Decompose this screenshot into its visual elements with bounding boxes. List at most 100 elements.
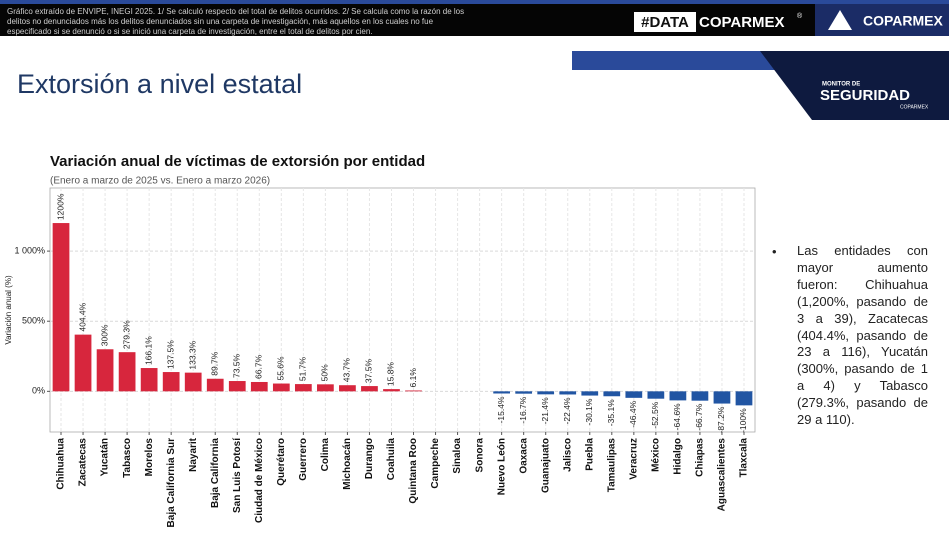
logo-right: COPARMEX: [863, 13, 944, 29]
bar: [96, 349, 114, 392]
badge-line1: MONITOR DE: [822, 82, 860, 88]
x-tick-label: Querétaro: [276, 438, 287, 486]
header-stripe: [0, 0, 949, 4]
value-label: 43.7%: [342, 358, 352, 383]
x-tick-label: Yucatán: [100, 438, 111, 476]
x-tick-label: Colima: [320, 438, 331, 472]
chart-subtitle: (Enero a marzo de 2025 vs. Enero a marzo…: [50, 176, 270, 187]
bar: [361, 386, 378, 392]
header-mask: [0, 36, 949, 50]
value-label: -52.5%: [650, 401, 660, 428]
bar: [52, 223, 70, 392]
value-label: -15.4%: [496, 396, 506, 423]
x-tick-label: Puebla: [584, 438, 595, 471]
value-label: -100%: [738, 408, 748, 433]
x-tick-label: Oaxaca: [518, 438, 529, 474]
value-label: -87.2%: [716, 406, 726, 433]
bar: [603, 391, 621, 397]
bar: [405, 390, 422, 392]
x-tick-label: Nayarit: [188, 437, 199, 472]
bar: [537, 391, 555, 395]
x-tick-label: México: [651, 438, 662, 472]
bar: [735, 391, 753, 406]
x-tick-label: Tamaulipas: [606, 438, 617, 493]
x-tick-label: Nuevo León: [496, 438, 507, 495]
value-label: -21.4%: [540, 397, 550, 424]
value-label: 50%: [320, 364, 330, 381]
x-tick-label: Zacatecas: [78, 438, 89, 487]
x-tick-label: Guanajuato: [540, 438, 551, 493]
value-label: -30.1%: [584, 398, 594, 425]
x-tick-label: Guerrero: [298, 438, 309, 481]
x-tick-label: Aguascalientes: [717, 438, 728, 512]
value-label: 37.5%: [364, 359, 374, 384]
bar: [383, 389, 400, 392]
value-label: 73.5%: [232, 353, 242, 378]
x-tick-label: Coahuila: [386, 438, 397, 481]
value-label: -46.4%: [628, 400, 638, 427]
x-tick-label: Campeche: [430, 438, 441, 489]
value-label: 300%: [99, 324, 109, 346]
bar: [162, 372, 180, 392]
header-note: delitos no denunciados más los delitos d…: [7, 17, 434, 26]
value-label: -22.4%: [562, 397, 572, 424]
bar: [713, 391, 731, 404]
bar: [581, 391, 599, 396]
y-tick-label: 500%: [22, 316, 45, 326]
bar: [559, 391, 577, 395]
value-label: 6.1%: [408, 368, 418, 388]
bar: [493, 391, 511, 394]
x-tick-label: Chihuahua: [56, 438, 67, 490]
y-tick-label: 1 000%: [14, 245, 45, 255]
value-label: 89.7%: [209, 351, 219, 376]
bar: [184, 372, 202, 392]
x-tick-label: Veracruz: [628, 438, 639, 480]
bar: [317, 384, 334, 392]
logo-data: #DATA: [641, 14, 689, 31]
x-tick-label: Ciudad de México: [254, 438, 265, 523]
logo-reg: ®: [797, 12, 803, 20]
x-tick-label: Durango: [364, 438, 375, 479]
bar: [250, 381, 268, 392]
bar: [669, 391, 687, 401]
bar: [228, 381, 246, 392]
value-label: -35.1%: [606, 399, 616, 426]
value-label: 404.4%: [77, 302, 87, 331]
x-tick-label: Michoacán: [342, 438, 353, 490]
header-note: Gráfico extraído de ENVIPE, INEGI 2025. …: [7, 7, 464, 16]
badge-line2: SEGURIDAD: [820, 87, 910, 104]
header-bar: [0, 0, 949, 36]
y-tick-label: 0%: [32, 386, 45, 396]
x-tick-label: Baja California: [210, 438, 221, 508]
plot-frame: [49, 187, 756, 433]
value-label: -66.7%: [694, 403, 704, 430]
x-tick-label: Tlaxcala: [739, 438, 750, 478]
value-label: 279.3%: [121, 320, 131, 349]
value-label: 1200%: [55, 193, 65, 220]
bullet-dot: •: [772, 244, 777, 259]
x-tick-label: Jalisco: [562, 438, 573, 472]
x-tick-label: Quintana Roo: [408, 438, 419, 504]
value-label: -16.7%: [518, 396, 528, 423]
x-tick-label: Baja California Sur: [166, 438, 177, 528]
x-tick-label: Hidalgo: [673, 438, 684, 475]
x-tick-label: Chiapas: [695, 438, 706, 477]
header-note: especificado si se denunció o si se inic…: [7, 27, 373, 36]
logo-coparmex: COPARMEX: [699, 14, 785, 31]
bar: [625, 391, 643, 398]
value-label: 66.7%: [254, 354, 264, 379]
y-axis-label: Variación anual (%): [4, 275, 13, 345]
bar: [118, 352, 136, 392]
x-tick-label: Tabasco: [122, 438, 133, 478]
value-label: 133.3%: [187, 340, 197, 369]
bar: [206, 378, 224, 392]
bar: [272, 383, 290, 392]
value-label: -64.6%: [672, 403, 682, 430]
bar: [74, 334, 92, 392]
x-tick-label: Sonora: [474, 438, 485, 473]
bar: [515, 391, 533, 394]
x-tick-label: San Luis Potosí: [232, 437, 243, 513]
bar: [140, 368, 158, 392]
